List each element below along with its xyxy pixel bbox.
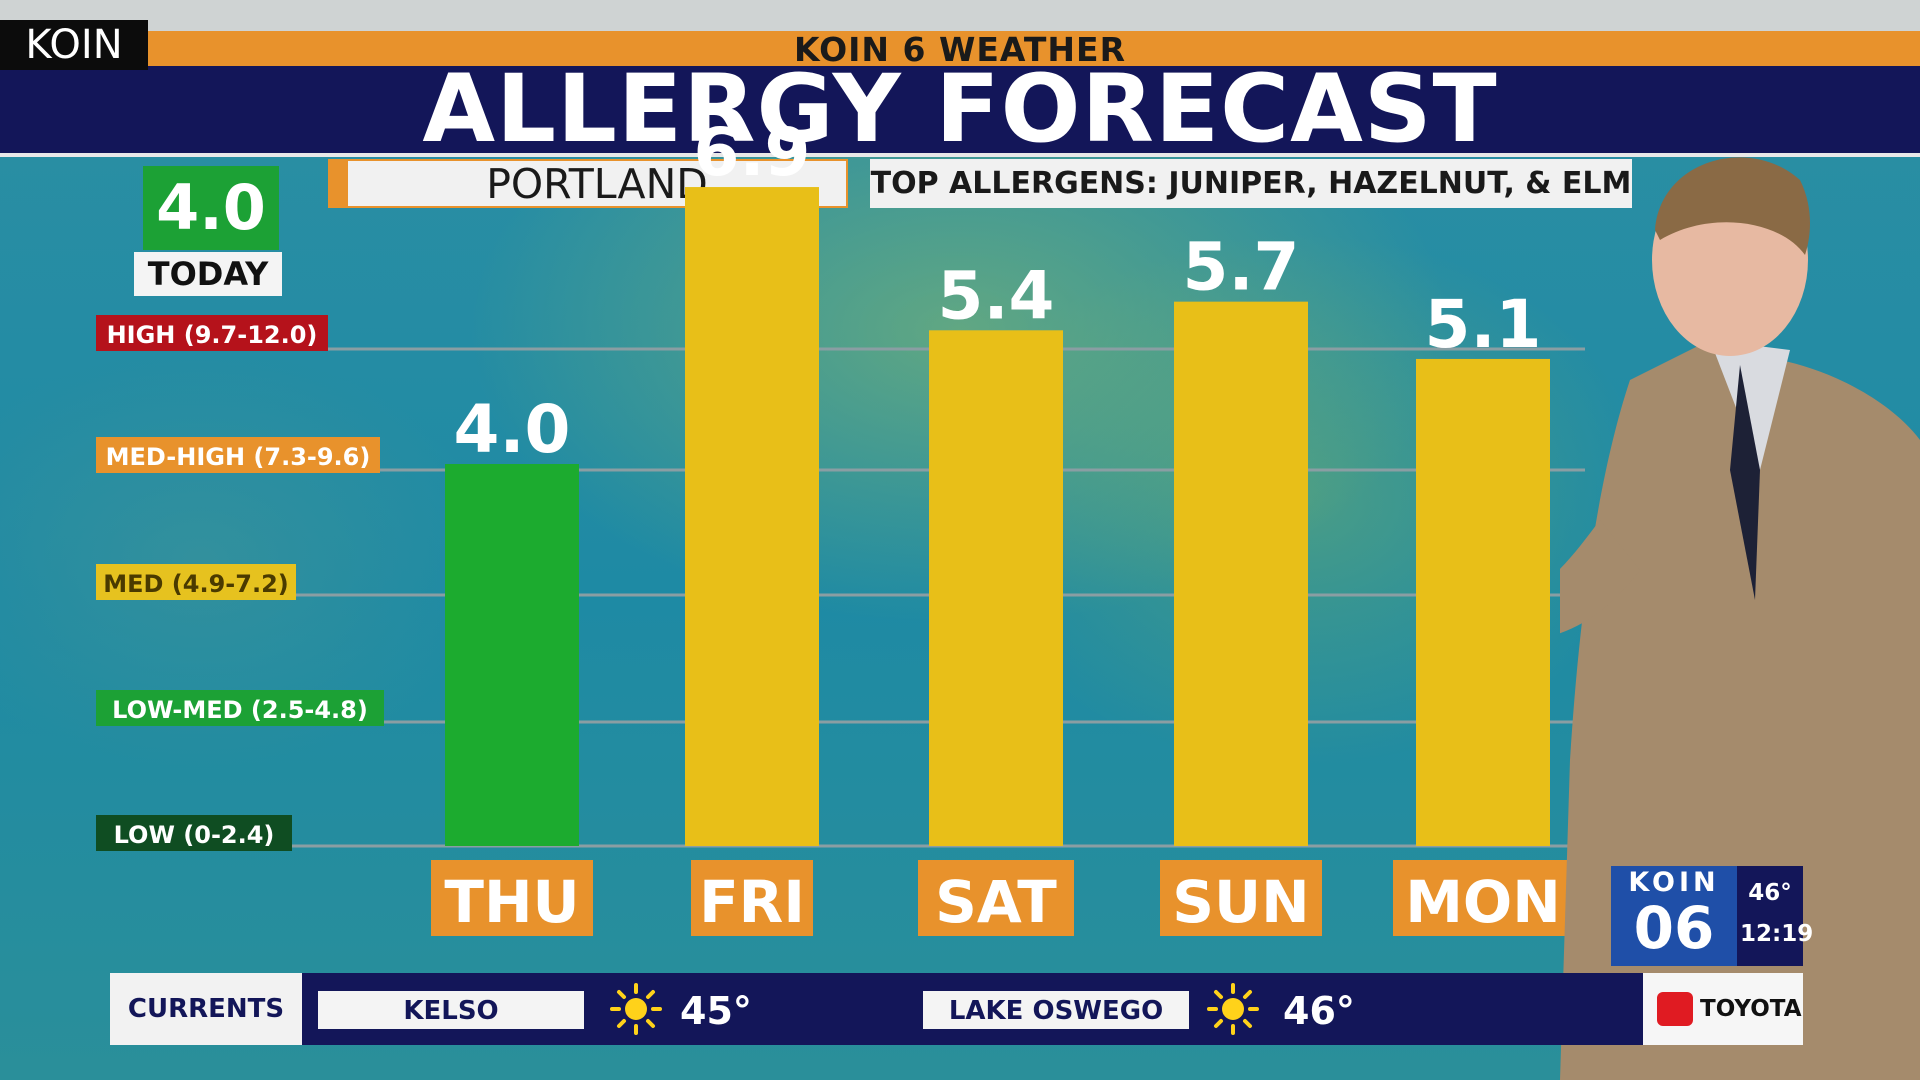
location-temp: 46° bbox=[1283, 989, 1355, 1033]
bar-value-label: 5.7 bbox=[1183, 229, 1300, 306]
subtitle: KOIN 6 WEATHER bbox=[794, 30, 1126, 69]
category-label: FRI bbox=[699, 868, 805, 936]
level-label-bg bbox=[96, 437, 380, 473]
bar-value-label: 6.9 bbox=[694, 114, 811, 191]
station-logo-channel: 06 bbox=[1633, 894, 1715, 962]
sun-icon bbox=[610, 983, 662, 1035]
sponsor-name: TOYOTA bbox=[1700, 996, 1802, 1022]
location-name: LAKE OSWEGO bbox=[923, 991, 1189, 1029]
category-label: SUN bbox=[1172, 868, 1309, 936]
sun-icon bbox=[1207, 983, 1259, 1035]
bar bbox=[1174, 301, 1308, 846]
title-band bbox=[0, 66, 1920, 154]
top-allergens: TOP ALLERGENS: JUNIPER, HAZELNUT, & ELM bbox=[870, 159, 1632, 208]
category-label-bg bbox=[431, 860, 593, 936]
today-value: 4.0 bbox=[143, 166, 279, 250]
toyota-logo bbox=[1657, 992, 1693, 1026]
bar bbox=[1416, 358, 1550, 846]
level-label-bg bbox=[96, 690, 384, 726]
category-label: MON bbox=[1405, 868, 1561, 936]
level-label: MED-HIGH (7.3-9.6) bbox=[106, 443, 371, 471]
category-label: SAT bbox=[935, 868, 1057, 936]
today-label: TODAY bbox=[134, 252, 282, 296]
page-title: ALLERGY FORECAST bbox=[422, 55, 1498, 164]
level-label: LOW-MED (2.5-4.8) bbox=[112, 696, 368, 724]
category-label-bg bbox=[691, 860, 813, 936]
level-label-bg bbox=[96, 315, 328, 351]
subtitle-band bbox=[148, 31, 1920, 66]
category-label: THU bbox=[444, 868, 579, 936]
bar bbox=[445, 464, 579, 846]
top-strip bbox=[0, 0, 1920, 32]
level-label: LOW (0-2.4) bbox=[114, 821, 275, 849]
level-label-bg bbox=[96, 815, 292, 851]
title-divider bbox=[0, 153, 1920, 157]
station-logo-name: KOIN bbox=[1628, 867, 1720, 898]
currents-label: CURRENTS bbox=[110, 973, 302, 1045]
level-label: MED (4.9-7.2) bbox=[103, 570, 288, 598]
bar-value-label: 5.1 bbox=[1425, 286, 1542, 363]
category-label-bg bbox=[1160, 860, 1322, 936]
location-temp: 45° bbox=[680, 989, 752, 1033]
bar bbox=[685, 187, 819, 847]
category-label-bg bbox=[1393, 860, 1573, 936]
station-time: 12:19 bbox=[1740, 921, 1814, 947]
level-label-bg bbox=[96, 564, 296, 600]
bar-value-label: 4.0 bbox=[454, 391, 571, 468]
category-label-bg bbox=[918, 860, 1074, 936]
station-logo-panel bbox=[1611, 866, 1737, 966]
station-temp: 46° bbox=[1748, 880, 1792, 906]
bar-value-label: 5.4 bbox=[938, 257, 1055, 334]
network-bug: KOIN bbox=[0, 20, 148, 70]
bar bbox=[929, 330, 1063, 846]
location-name: KELSO bbox=[318, 991, 584, 1029]
level-label: HIGH (9.7-12.0) bbox=[107, 321, 318, 349]
